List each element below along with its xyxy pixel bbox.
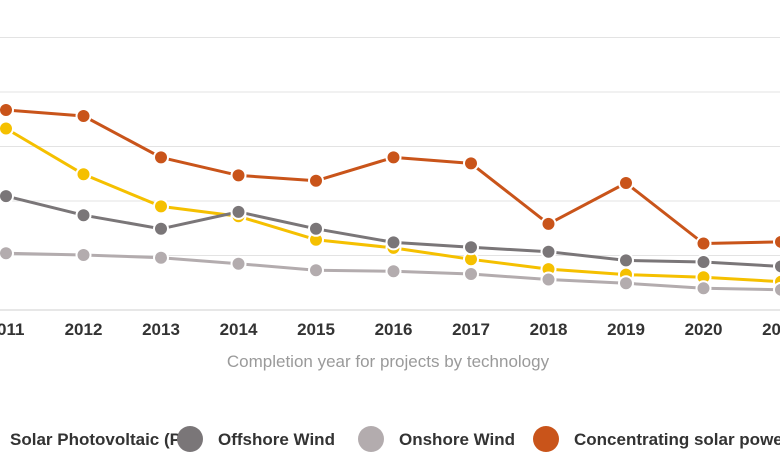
point-onshore-wind bbox=[153, 249, 169, 266]
point-solar-photovoltaic-pv bbox=[153, 198, 169, 215]
x-tick-label: 2016 bbox=[375, 320, 413, 339]
point-offshore-wind bbox=[230, 203, 247, 220]
point-onshore-wind bbox=[75, 247, 92, 263]
point-concentrating-solar-power bbox=[695, 235, 712, 252]
point-offshore-wind bbox=[618, 252, 634, 269]
point-offshore-wind bbox=[773, 258, 780, 275]
point-onshore-wind bbox=[385, 263, 402, 280]
point-onshore-wind bbox=[0, 245, 14, 262]
point-onshore-wind bbox=[540, 271, 557, 288]
point-offshore-wind bbox=[695, 254, 712, 270]
legend-label: Solar Photovoltaic (PV) bbox=[10, 430, 198, 449]
data-points bbox=[0, 102, 780, 298]
x-tick-label: 2013 bbox=[142, 320, 180, 339]
x-tick-label: 2021 bbox=[762, 320, 780, 339]
point-offshore-wind bbox=[153, 220, 169, 237]
x-tick-label: 2012 bbox=[65, 320, 103, 339]
point-concentrating-solar-power bbox=[0, 102, 14, 118]
legend-marker bbox=[358, 426, 384, 452]
point-offshore-wind bbox=[0, 188, 14, 205]
x-tick-label: 2018 bbox=[530, 320, 568, 339]
x-tick-label: 2015 bbox=[297, 320, 335, 339]
point-offshore-wind bbox=[385, 234, 402, 251]
legend-marker bbox=[533, 426, 559, 452]
point-onshore-wind bbox=[463, 266, 479, 282]
point-onshore-wind bbox=[618, 275, 634, 292]
point-offshore-wind bbox=[540, 243, 557, 260]
point-concentrating-solar-power bbox=[230, 167, 247, 184]
legend-label: Concentrating solar power bbox=[574, 430, 780, 449]
point-solar-photovoltaic-pv bbox=[0, 120, 14, 137]
legend-label: Onshore Wind bbox=[399, 430, 515, 449]
point-onshore-wind bbox=[695, 280, 712, 297]
x-tick-label: 2011 bbox=[0, 320, 24, 339]
legend: Solar Photovoltaic (PV) Offshore Wind Onsh… bbox=[10, 426, 780, 452]
legend-label: Offshore Wind bbox=[218, 430, 335, 449]
point-onshore-wind bbox=[308, 262, 324, 279]
x-axis-tick-labels: 2011 2012 2013 2014 2015 2016 2017 2018 2019 2020… bbox=[0, 320, 780, 339]
x-tick-label: 2014 bbox=[220, 320, 258, 339]
series-lines bbox=[5, 108, 780, 292]
point-concentrating-solar-power bbox=[773, 233, 780, 250]
x-tick-label: 2020 bbox=[685, 320, 723, 339]
point-concentrating-solar-power bbox=[75, 108, 92, 124]
point-onshore-wind bbox=[230, 255, 247, 272]
point-offshore-wind bbox=[463, 239, 479, 256]
x-axis-title: Completion year for projects by technolo… bbox=[227, 352, 550, 371]
point-solar-photovoltaic-pv bbox=[75, 166, 92, 183]
point-concentrating-solar-power bbox=[618, 175, 634, 191]
point-concentrating-solar-power bbox=[385, 149, 402, 166]
point-onshore-wind bbox=[773, 281, 780, 298]
point-concentrating-solar-power bbox=[463, 155, 479, 172]
point-offshore-wind bbox=[308, 220, 324, 237]
point-concentrating-solar-power bbox=[153, 149, 169, 166]
legend-marker bbox=[177, 426, 203, 452]
x-tick-label: 2017 bbox=[452, 320, 490, 339]
point-concentrating-solar-power bbox=[308, 172, 324, 189]
point-concentrating-solar-power bbox=[540, 215, 557, 232]
point-offshore-wind bbox=[75, 207, 92, 224]
x-tick-label: 2019 bbox=[607, 320, 645, 339]
